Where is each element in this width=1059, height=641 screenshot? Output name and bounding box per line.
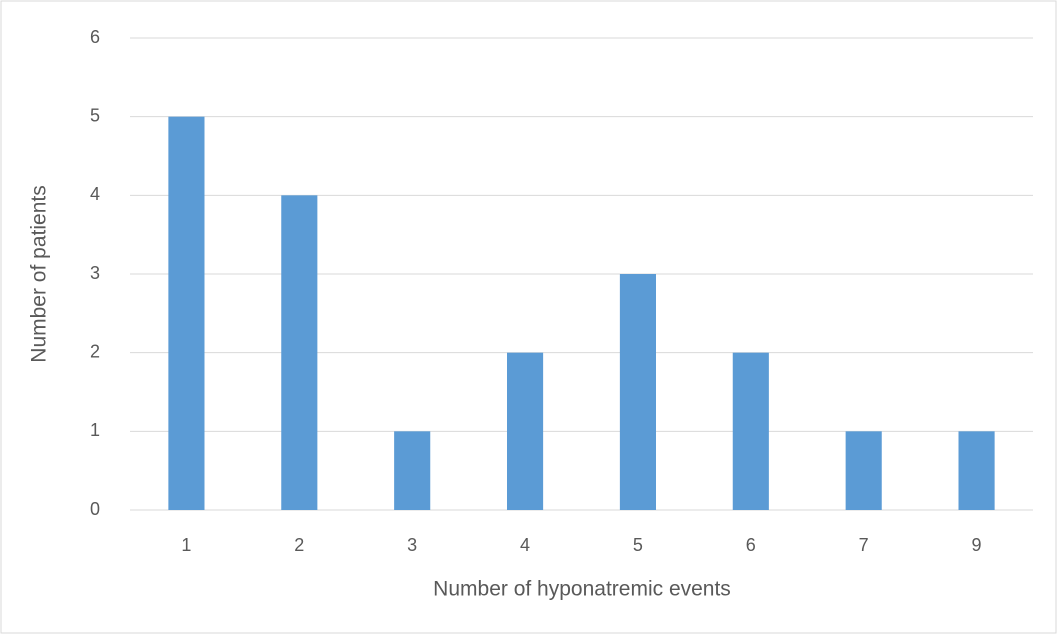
y-tick-label: 6 (90, 27, 100, 47)
y-tick-label: 0 (90, 499, 100, 519)
x-tick-label: 4 (520, 535, 530, 555)
y-tick-label: 1 (90, 420, 100, 440)
x-tick-label: 2 (294, 535, 304, 555)
x-axis-label: Number of hyponatremic events (433, 578, 731, 601)
y-tick-label: 5 (90, 105, 100, 125)
bar (619, 274, 656, 510)
y-tick-label: 2 (90, 341, 100, 361)
x-tick-label: 9 (972, 535, 982, 555)
bar (732, 352, 769, 510)
bar (507, 352, 544, 510)
bar (168, 116, 205, 511)
bar (394, 431, 431, 510)
bar (281, 195, 318, 511)
y-axis-label: Number of patients (28, 185, 51, 362)
x-tick-label: 6 (746, 535, 756, 555)
y-tick-label: 3 (90, 263, 100, 283)
x-tick-label: 3 (407, 535, 417, 555)
bar (845, 431, 882, 510)
bar (958, 431, 995, 510)
y-tick-label: 4 (90, 184, 100, 204)
x-tick-label: 5 (633, 535, 643, 555)
x-tick-label: 1 (181, 535, 191, 555)
x-tick-label: 7 (859, 535, 869, 555)
